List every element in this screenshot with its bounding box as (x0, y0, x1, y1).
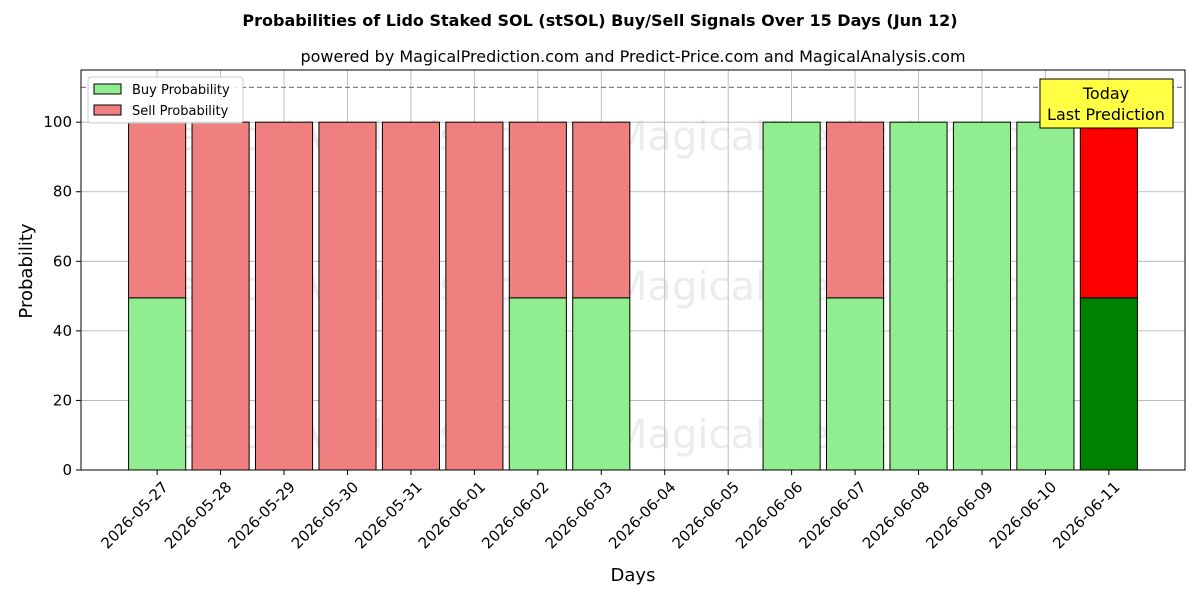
bar-sell-2026-06-02 (508, 121, 567, 299)
x-tick-label: 2026-06-09 (922, 478, 996, 552)
legend-label: Sell Probability (132, 104, 229, 119)
bar-buy-2026-06-03 (572, 297, 631, 471)
x-tick-label: 2026-06-03 (542, 478, 616, 552)
x-tick-label: 2026-06-08 (859, 478, 933, 552)
legend: Buy Probability Sell Probability (87, 76, 244, 124)
x-tick-label: 2026-06-04 (605, 478, 679, 552)
plot-frame (80, 69, 1186, 471)
y-tick-label: 80 (53, 183, 72, 201)
legend-box (87, 76, 244, 124)
y-tick-label: 20 (53, 391, 72, 409)
bar-sell-2026-05-29 (254, 121, 314, 471)
x-tick-label: 2026-05-30 (288, 478, 362, 552)
x-tick-label: 2026-05-27 (98, 478, 172, 552)
bar-buy-2026-06-08 (889, 121, 948, 471)
y-tick-label: 0 (62, 461, 72, 479)
chart-title: Probabilities of Lido Staked SOL (stSOL)… (242, 11, 957, 30)
x-tick-label: 2026-06-01 (415, 478, 489, 552)
bar-sell-2026-06-07 (826, 121, 885, 299)
y-axis-label: Probability (16, 223, 37, 318)
x-tick-label: 2026-06-07 (795, 478, 869, 552)
x-tick-label: 2026-06-10 (986, 478, 1060, 552)
y-tick-label: 40 (53, 322, 72, 340)
bar-sell-2026-06-01 (445, 121, 504, 471)
bar-buy-2026-06-07 (826, 297, 885, 471)
x-tick-label: 2026-05-28 (161, 478, 235, 552)
bar-sell-2026-06-03 (572, 121, 631, 299)
x-axis-label: Days (611, 565, 656, 586)
chart-subtitle: powered by MagicalPrediction.com and Pre… (300, 47, 965, 66)
bar-buy-2026-06-11 (1079, 297, 1138, 471)
x-tick-label: 2026-06-02 (478, 478, 552, 552)
bar-sell-2026-05-27 (128, 121, 187, 299)
x-tick-label: 2026-06-06 (732, 478, 806, 552)
x-tick-label: 2026-05-29 (224, 478, 298, 552)
bar-sell-2026-05-30 (318, 121, 377, 471)
bar-buy-2026-06-09 (952, 121, 1012, 471)
annotation-text: Last Prediction (1047, 105, 1165, 124)
annotation-box (1039, 78, 1174, 129)
bar-buy-2026-06-10 (1016, 121, 1075, 471)
x-tick-label: 2026-06-11 (1049, 478, 1123, 552)
x-tick-label: 2026-05-31 (351, 478, 425, 552)
bar-buy-2026-06-06 (762, 121, 821, 471)
bar-sell-2026-05-31 (381, 121, 440, 471)
x-tick-label: 2026-06-05 (669, 478, 743, 552)
bar-buy-2026-05-27 (128, 297, 187, 471)
bars-layer (128, 121, 1138, 471)
bar-sell-2026-06-11 (1079, 121, 1138, 299)
today-annotation: Today Last Prediction (1039, 78, 1174, 129)
bar-sell-2026-05-28 (191, 121, 250, 471)
y-tick-label: 100 (43, 113, 72, 131)
bar-buy-2026-06-02 (508, 297, 567, 471)
y-tick-label: 60 (53, 252, 72, 270)
annotation-text: Today (1082, 84, 1129, 103)
legend-swatch (93, 104, 122, 116)
legend-swatch (93, 83, 122, 95)
legend-label: Buy Probability (132, 83, 230, 98)
